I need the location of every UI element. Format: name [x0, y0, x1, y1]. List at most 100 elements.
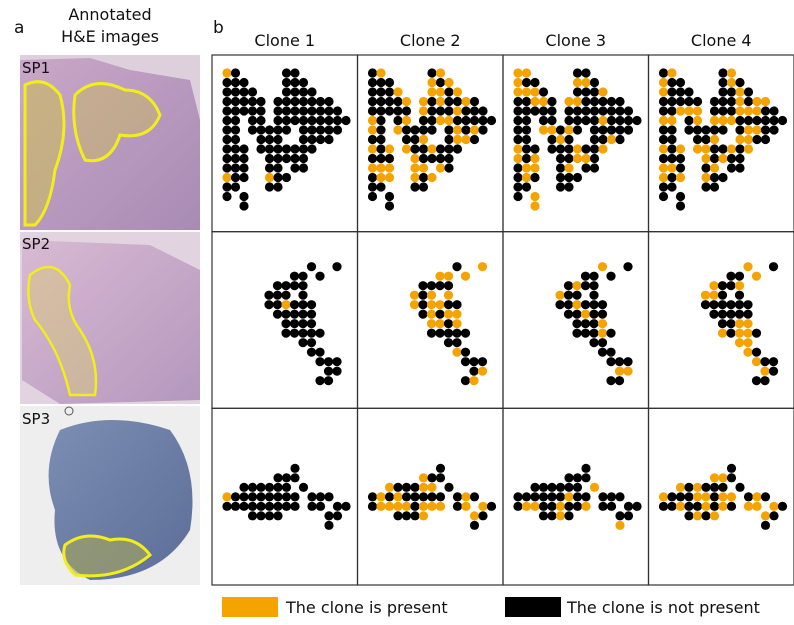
spot [452, 329, 461, 338]
spot [239, 106, 248, 115]
spot [452, 262, 461, 271]
spot [513, 97, 522, 106]
spot [624, 502, 633, 511]
spot [231, 97, 240, 106]
spot [385, 192, 394, 201]
spot [256, 492, 265, 501]
spot [402, 106, 411, 115]
spot [752, 135, 761, 144]
spot [256, 116, 265, 125]
spot [735, 116, 744, 125]
spot [735, 272, 744, 281]
spot [222, 163, 231, 172]
spot [727, 163, 736, 172]
spot [316, 492, 325, 501]
spot [298, 291, 307, 300]
spot [667, 125, 676, 134]
spot [718, 310, 727, 319]
spot [693, 125, 702, 134]
spot [410, 135, 419, 144]
spot [598, 310, 607, 319]
spot [607, 502, 616, 511]
spot [572, 329, 581, 338]
spot [281, 281, 290, 290]
spot [555, 300, 564, 309]
spot [718, 125, 727, 134]
spot [298, 281, 307, 290]
spot [307, 87, 316, 96]
spot [693, 492, 702, 501]
spot [623, 262, 632, 271]
spot [684, 97, 693, 106]
spot [231, 87, 240, 96]
spot [564, 310, 573, 319]
spot [419, 182, 428, 191]
spot [393, 106, 402, 115]
spot [693, 97, 702, 106]
spot [282, 87, 291, 96]
spot [598, 338, 607, 347]
spot [478, 502, 487, 511]
spot [427, 154, 436, 163]
spot [444, 154, 453, 163]
spot [778, 502, 787, 511]
spot [667, 502, 676, 511]
spot [735, 78, 744, 87]
spot [231, 78, 240, 87]
spot [231, 492, 240, 501]
spot [590, 97, 599, 106]
spot [427, 310, 436, 319]
spot [410, 154, 419, 163]
spot [419, 154, 428, 163]
spot [418, 310, 427, 319]
spot [752, 329, 761, 338]
spot [452, 310, 461, 319]
spot [290, 163, 299, 172]
spot [769, 357, 778, 366]
spot [547, 483, 556, 492]
spot [298, 329, 307, 338]
page: a Annotated H&E images b SP1 SP2 SP3 Clo… [0, 0, 794, 621]
spot [368, 163, 377, 172]
spot [556, 502, 565, 511]
spot [547, 144, 556, 153]
spot [718, 502, 727, 511]
spot [718, 329, 727, 338]
spot [453, 492, 462, 501]
spot [427, 144, 436, 153]
spot [444, 291, 453, 300]
spot [615, 106, 624, 115]
spot [248, 511, 257, 520]
spot [761, 116, 770, 125]
spot [231, 144, 240, 153]
panel-letter: b [213, 18, 224, 38]
spot [299, 125, 308, 134]
spot [239, 78, 248, 87]
spot [573, 106, 582, 115]
spot [735, 97, 744, 106]
panel-title: Annotated [68, 5, 151, 24]
spot [572, 300, 581, 309]
spot [590, 87, 599, 96]
spot [564, 135, 573, 144]
spot [530, 201, 539, 210]
spot [693, 502, 702, 511]
spot [769, 502, 778, 511]
spot [239, 163, 248, 172]
spot [419, 106, 428, 115]
spot [427, 502, 436, 511]
spot [469, 367, 478, 376]
spot [290, 492, 299, 501]
spot [239, 154, 248, 163]
spot [581, 97, 590, 106]
spot [248, 106, 257, 115]
spot [718, 173, 727, 182]
spot [539, 116, 548, 125]
spot [676, 173, 685, 182]
spot [718, 116, 727, 125]
spot [581, 310, 590, 319]
spot [547, 116, 556, 125]
spot [273, 97, 282, 106]
spot [222, 68, 231, 77]
spot [298, 310, 307, 319]
